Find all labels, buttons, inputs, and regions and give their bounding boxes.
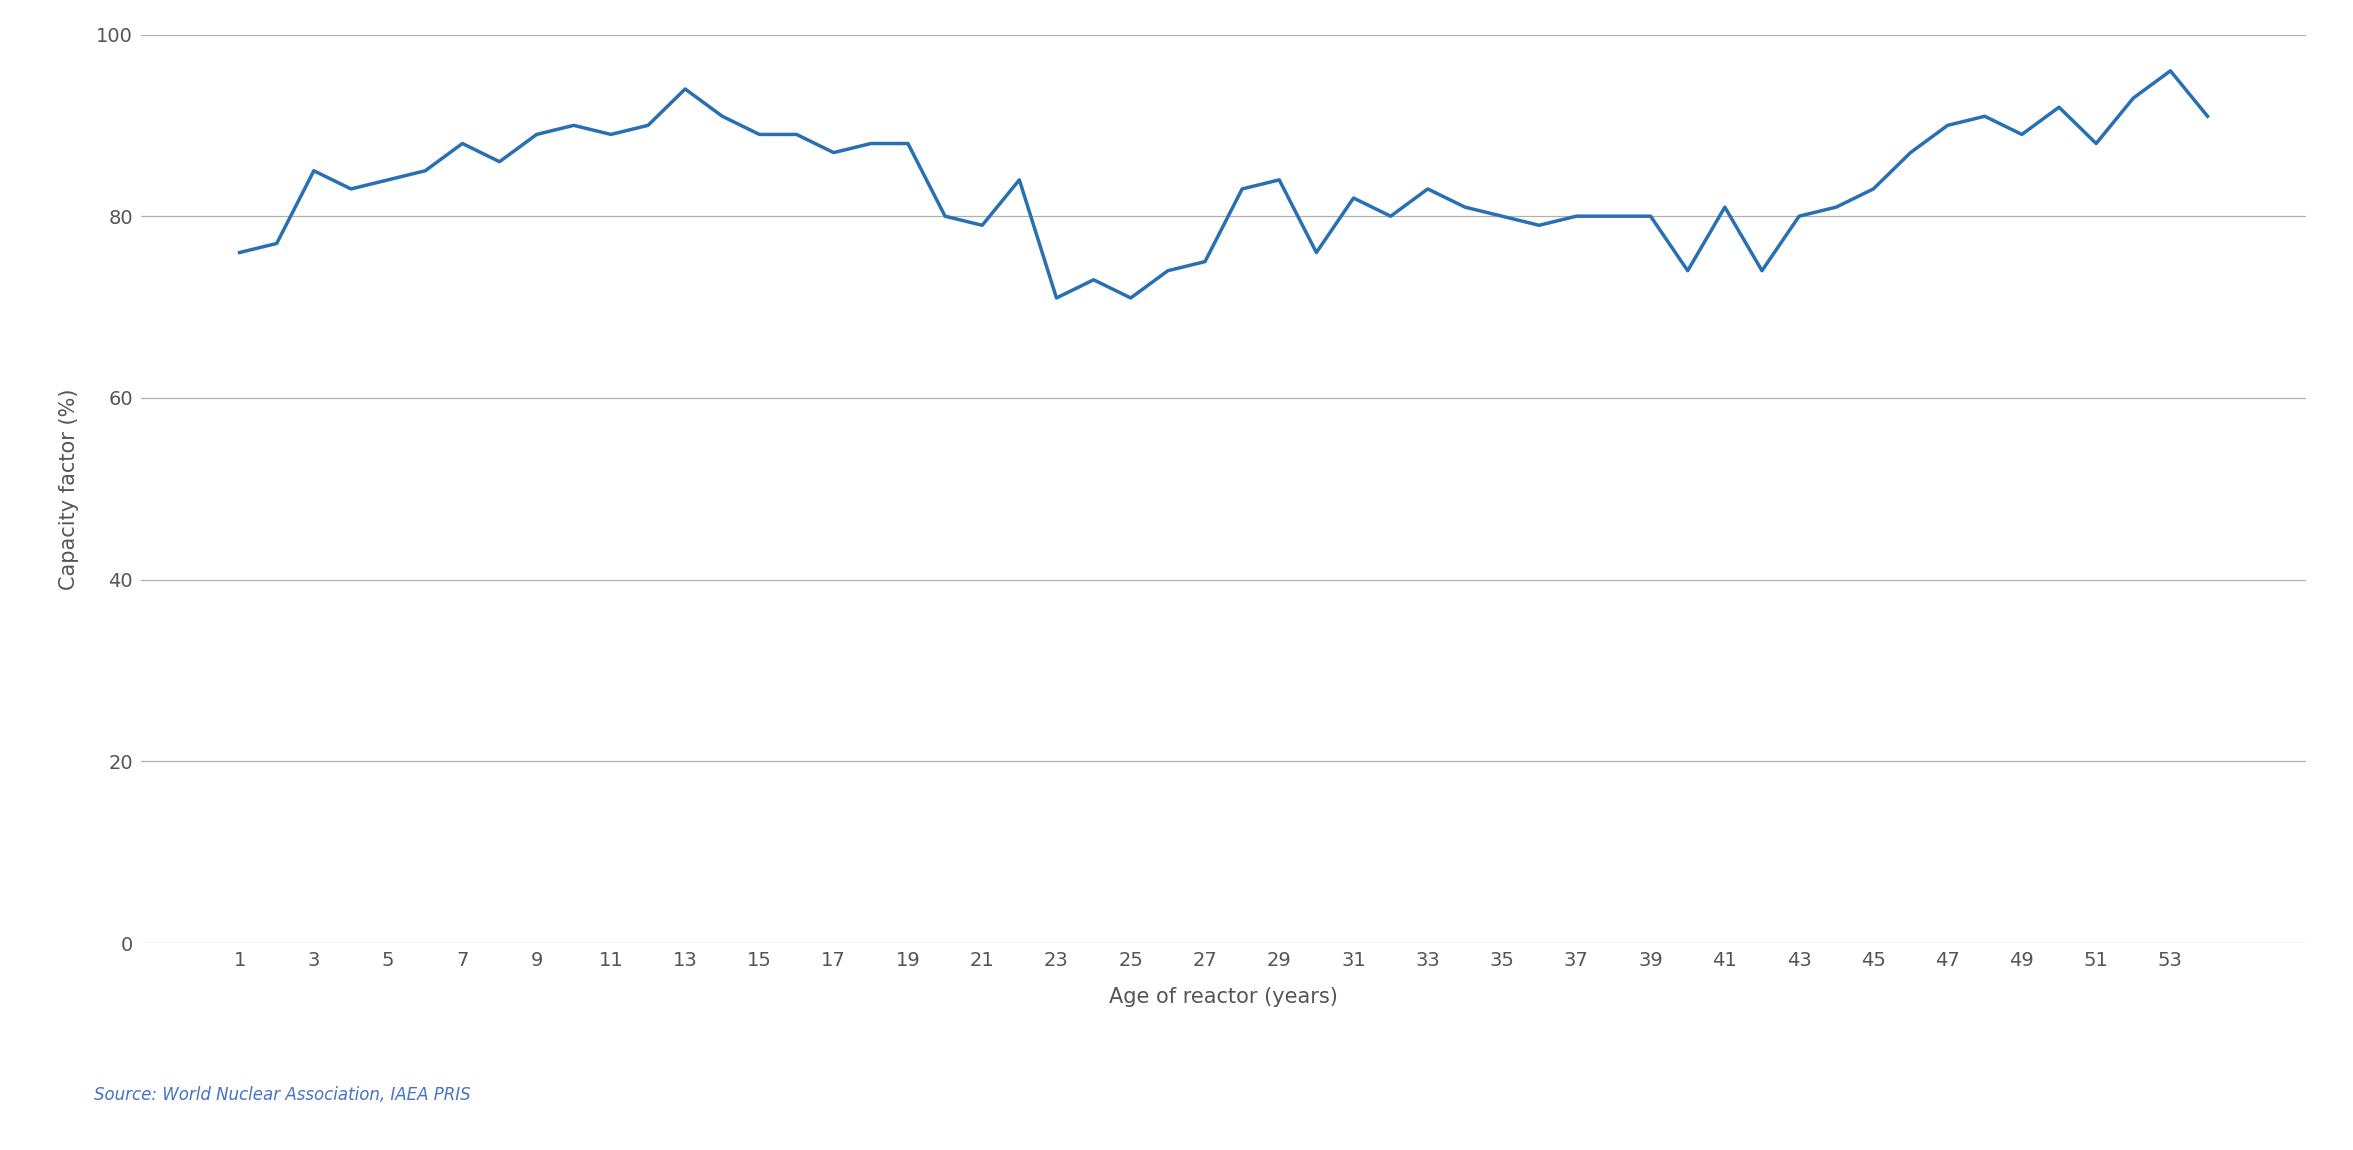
X-axis label: Age of reactor (years): Age of reactor (years) [1108,987,1339,1007]
Text: Source: World Nuclear Association, IAEA PRIS: Source: World Nuclear Association, IAEA … [94,1086,471,1104]
Y-axis label: Capacity factor (%): Capacity factor (%) [59,388,80,590]
